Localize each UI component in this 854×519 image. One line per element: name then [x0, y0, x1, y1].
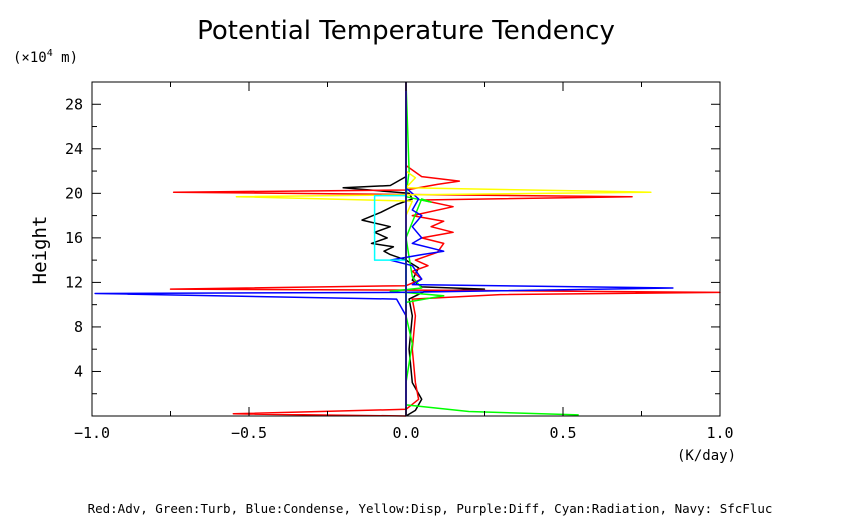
y-tick-label: 28: [65, 95, 83, 113]
series-line-4: [94, 82, 674, 416]
y-axis-unit-exponent: 4: [47, 48, 53, 59]
series-layer: [94, 81, 721, 417]
y-axis-unit: (×104 m): [13, 48, 78, 66]
x-tick-label: 1.0: [706, 424, 733, 442]
y-tick-label: 16: [65, 229, 83, 247]
y-tick-label: 4: [74, 362, 83, 380]
y-axis-unit-prefix: (×10: [13, 50, 47, 66]
axis-layer: −1.0 −0.5 0.0 0.5 1.0 4 8 12 16 20 24 28: [65, 81, 734, 442]
x-axis-unit: (K/day): [677, 448, 736, 464]
series-line-3: [389, 81, 579, 416]
y-tick-label: 20: [65, 184, 83, 202]
x-tick-label: 0.5: [549, 424, 576, 442]
legend-text: Red:Adv, Green:Turb, Blue:Condense, Yell…: [88, 501, 773, 516]
plot-frame: [91, 81, 721, 417]
x-tick-label: −1.0: [74, 424, 110, 442]
series-line-1: [342, 82, 486, 417]
x-tick-label: 0.0: [392, 424, 419, 442]
series-line-2: [169, 82, 721, 417]
y-axis-unit-suffix: m): [53, 50, 78, 66]
y-tick-label: 8: [74, 318, 83, 336]
chart-title: Potential Temperature Tendency: [197, 16, 615, 46]
y-axis-label: Height: [29, 216, 51, 285]
series-line-5: [235, 82, 652, 416]
y-tick-label: 24: [65, 140, 83, 158]
x-tick-label: −0.5: [231, 424, 267, 442]
plot-area: −1.0 −0.5 0.0 0.5 1.0 4 8 12 16 20 24 28: [65, 81, 734, 442]
y-tick-label: 12: [65, 273, 83, 291]
